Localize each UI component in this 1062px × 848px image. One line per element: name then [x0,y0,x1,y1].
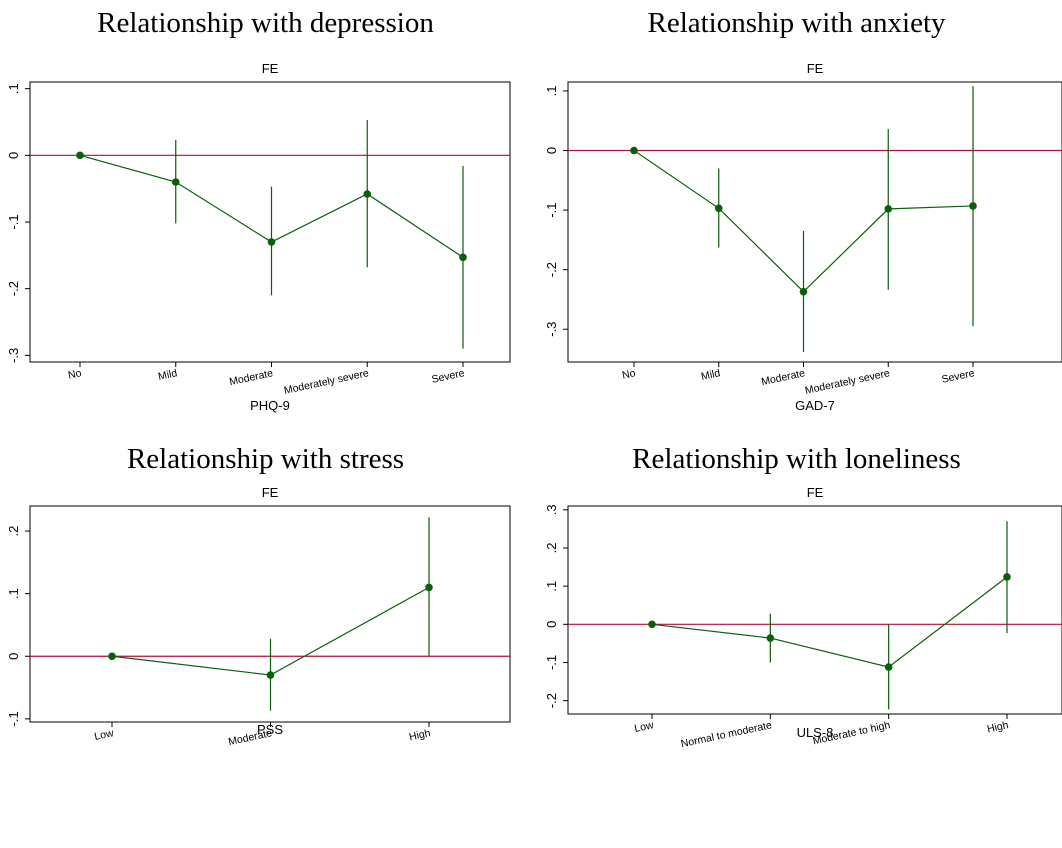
data-point [884,663,893,671]
y-tick-label: -.1 [6,214,21,229]
x-tick-label: Normal to moderate [680,719,773,750]
x-axis-label: PHQ-9 [250,398,290,413]
plot-frame [567,505,1062,715]
plot-frame [29,81,511,363]
x-tick-label: No [621,367,637,382]
x-tick-label: Severe [431,367,466,386]
x-tick-label: Mild [157,367,178,383]
data-point [714,204,723,213]
panel-title: Relationship with stress [126,443,405,475]
chart-subtitle: FE [807,61,824,76]
series-line [651,576,1008,668]
y-tick-label: .3 [544,504,559,515]
data-point [267,238,276,246]
data-point [1003,573,1011,581]
y-tick-label: -.3 [6,348,21,363]
chart-subtitle: FE [807,485,824,500]
x-tick-label: Moderately severe [283,367,370,397]
panel-title: Relationship with loneliness [632,443,961,475]
panel-stress: Relationship with stress [0,424,531,848]
y-tick-label: -.2 [544,262,559,277]
panel-title: Relationship with depression [97,7,434,39]
data-point [766,634,775,642]
y-tick-label: .1 [6,83,21,94]
y-tick-label: 0 [6,653,21,660]
data-point [630,146,638,155]
x-tick-label: High [408,727,432,743]
y-tick-label: 0 [6,152,21,159]
y-tick-label: .2 [544,543,559,554]
y-tick-label: -.1 [544,202,559,217]
data-point [648,620,656,629]
y-tick-label: .1 [544,86,559,97]
x-tick-label: Low [633,719,655,735]
chart-subtitle: FE [262,61,279,76]
panel-depression: Relationship with depression [0,0,531,424]
data-point [363,190,372,198]
y-tick-label: -.1 [6,711,21,726]
data-point [425,583,433,592]
x-axis-label: GAD-7 [795,398,835,413]
data-point [884,205,893,213]
data-point [171,178,180,186]
y-tick-label: .2 [6,526,21,537]
y-tick-label: -.2 [6,281,21,296]
data-point [459,253,467,262]
y-tick-label: -.2 [544,693,559,708]
x-tick-label: Mild [700,367,721,383]
x-axis-label: ULS-8 [797,725,834,740]
y-tick-label: .1 [6,588,21,599]
data-point [969,202,977,210]
panel-anxiety: Relationship with anxiety [531,0,1062,424]
panel-loneliness: Relationship with loneliness [531,424,1062,848]
x-tick-label: Moderate [228,367,274,388]
x-tick-label: No [67,367,83,382]
x-tick-label: Low [93,727,115,743]
x-tick-label: High [986,719,1010,735]
plot-frame [567,81,1062,363]
x-axis-label: PSS [257,722,283,737]
x-tick-label: Severe [941,367,976,386]
x-tick-label: Moderately severe [804,367,891,397]
y-tick-label: 0 [544,147,559,154]
y-tick-label: 0 [544,621,559,628]
data-point [266,671,275,679]
data-point [108,652,116,661]
chart-subtitle: FE [262,485,279,500]
panel-title: Relationship with anxiety [647,7,946,39]
chart-depression: FE .1 0 -.1 -.2 -.3 No Mild Moderate Moderately s… [6,61,511,413]
y-tick-label: -.3 [544,322,559,337]
data-point [799,287,808,296]
y-tick-label: -.1 [544,655,559,670]
y-tick-label: .1 [544,581,559,592]
x-tick-label: Moderate [760,367,806,388]
data-point [76,151,84,160]
